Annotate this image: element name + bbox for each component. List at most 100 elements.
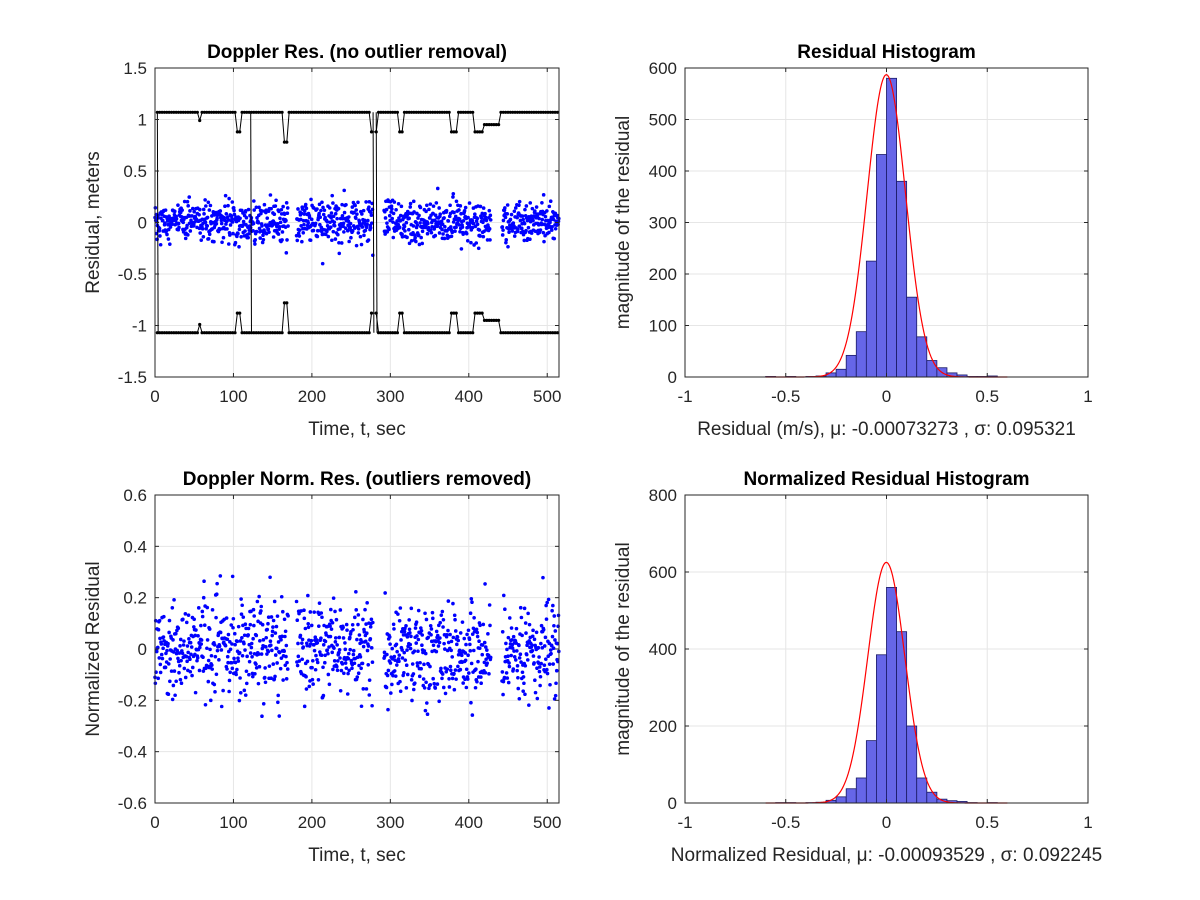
panel-title: Doppler Norm. Res. (outliers removed) — [183, 469, 531, 490]
residual-point — [305, 659, 310, 664]
residual-point — [470, 225, 475, 230]
y-tick-label: -0.4 — [118, 743, 147, 762]
residual-point — [388, 661, 393, 665]
residual-point — [298, 633, 303, 638]
residual-point — [512, 234, 517, 238]
residual-point — [215, 648, 220, 653]
residual-point — [485, 648, 489, 652]
residual-point — [460, 225, 465, 229]
residual-point — [519, 226, 524, 231]
y-tick-label: 0.5 — [123, 162, 147, 181]
residual-point — [154, 649, 159, 654]
residual-point — [418, 221, 422, 225]
x-tick-label: -0.5 — [771, 387, 800, 406]
residual-point — [436, 644, 441, 648]
residual-point — [361, 687, 366, 691]
residual-point — [357, 663, 361, 668]
residual-point — [457, 648, 462, 653]
residual-point — [395, 649, 399, 654]
residual-point — [366, 644, 371, 648]
residual-point — [450, 655, 455, 659]
residual-point — [270, 633, 275, 638]
residual-point — [392, 654, 397, 659]
histogram-bar — [876, 654, 887, 804]
residual-point — [475, 634, 480, 639]
residual-point — [442, 641, 446, 646]
residual-point — [203, 702, 208, 707]
residual-point — [193, 690, 198, 695]
residual-point — [160, 218, 165, 223]
residual-point — [256, 681, 261, 686]
residual-point — [335, 668, 340, 673]
residual-point — [190, 665, 195, 670]
residual-point — [413, 681, 417, 685]
residual-point — [481, 206, 486, 210]
residual-point — [280, 230, 285, 234]
residual-point — [363, 228, 368, 233]
y-tick-label: -1.5 — [118, 368, 147, 387]
residual-point — [206, 658, 211, 663]
residual-point — [516, 675, 520, 680]
residual-point — [446, 640, 451, 645]
residual-point — [190, 214, 194, 218]
residual-point — [247, 659, 252, 664]
residual-point — [456, 664, 460, 669]
residual-point — [361, 208, 366, 213]
residual-point — [475, 216, 480, 221]
residual-point — [247, 231, 251, 236]
residual-point — [335, 643, 339, 647]
y-tick-label: 500 — [649, 111, 677, 130]
residual-point — [170, 606, 175, 610]
residual-point — [227, 678, 232, 683]
residual-point — [488, 655, 493, 660]
residual-point — [399, 629, 404, 634]
residual-point — [274, 646, 279, 651]
residual-point — [415, 634, 419, 638]
x-tick-label: 100 — [219, 387, 247, 406]
residual-point — [308, 642, 313, 646]
residual-point — [477, 228, 482, 232]
residual-point — [204, 204, 208, 208]
residual-point — [482, 640, 487, 645]
residual-point — [279, 656, 284, 660]
residual-point — [176, 221, 181, 226]
residual-point — [332, 659, 337, 663]
residual-point — [340, 662, 345, 666]
residual-point — [294, 599, 299, 604]
residual-point — [273, 653, 278, 657]
residual-point — [543, 657, 548, 661]
residual-point — [343, 226, 348, 231]
residual-point — [467, 671, 471, 675]
residual-point — [268, 639, 273, 644]
residual-point — [339, 668, 344, 673]
axis-ticks: 0 100 200 300 400 500 -0.6 -0.4 -0.2 0 0.2 0.4 0.6 — [118, 486, 562, 832]
residual-point — [512, 655, 517, 659]
residual-point — [453, 668, 458, 672]
residual-point — [326, 234, 331, 239]
residual-point — [547, 230, 551, 235]
residual-point — [534, 205, 539, 209]
residual-point — [403, 229, 407, 233]
residual-point — [264, 635, 269, 640]
residual-point — [507, 230, 511, 235]
residual-point — [299, 609, 303, 613]
residual-point — [196, 634, 200, 638]
residual-point — [447, 677, 451, 681]
residual-point — [397, 659, 401, 664]
residual-point — [244, 681, 249, 686]
residual-point — [169, 669, 174, 673]
residual-point — [391, 211, 396, 216]
residual-point — [295, 618, 300, 623]
residual-point — [218, 574, 223, 578]
residual-point — [503, 215, 508, 220]
residual-point — [158, 670, 163, 675]
residual-point — [210, 608, 215, 612]
residual-point — [172, 209, 177, 214]
residual-point — [419, 628, 424, 633]
residual-point — [180, 651, 185, 656]
residual-point — [400, 648, 404, 652]
residual-point — [225, 667, 229, 671]
residual-point — [355, 655, 360, 660]
residual-point — [226, 218, 231, 222]
residual-point — [420, 241, 425, 246]
